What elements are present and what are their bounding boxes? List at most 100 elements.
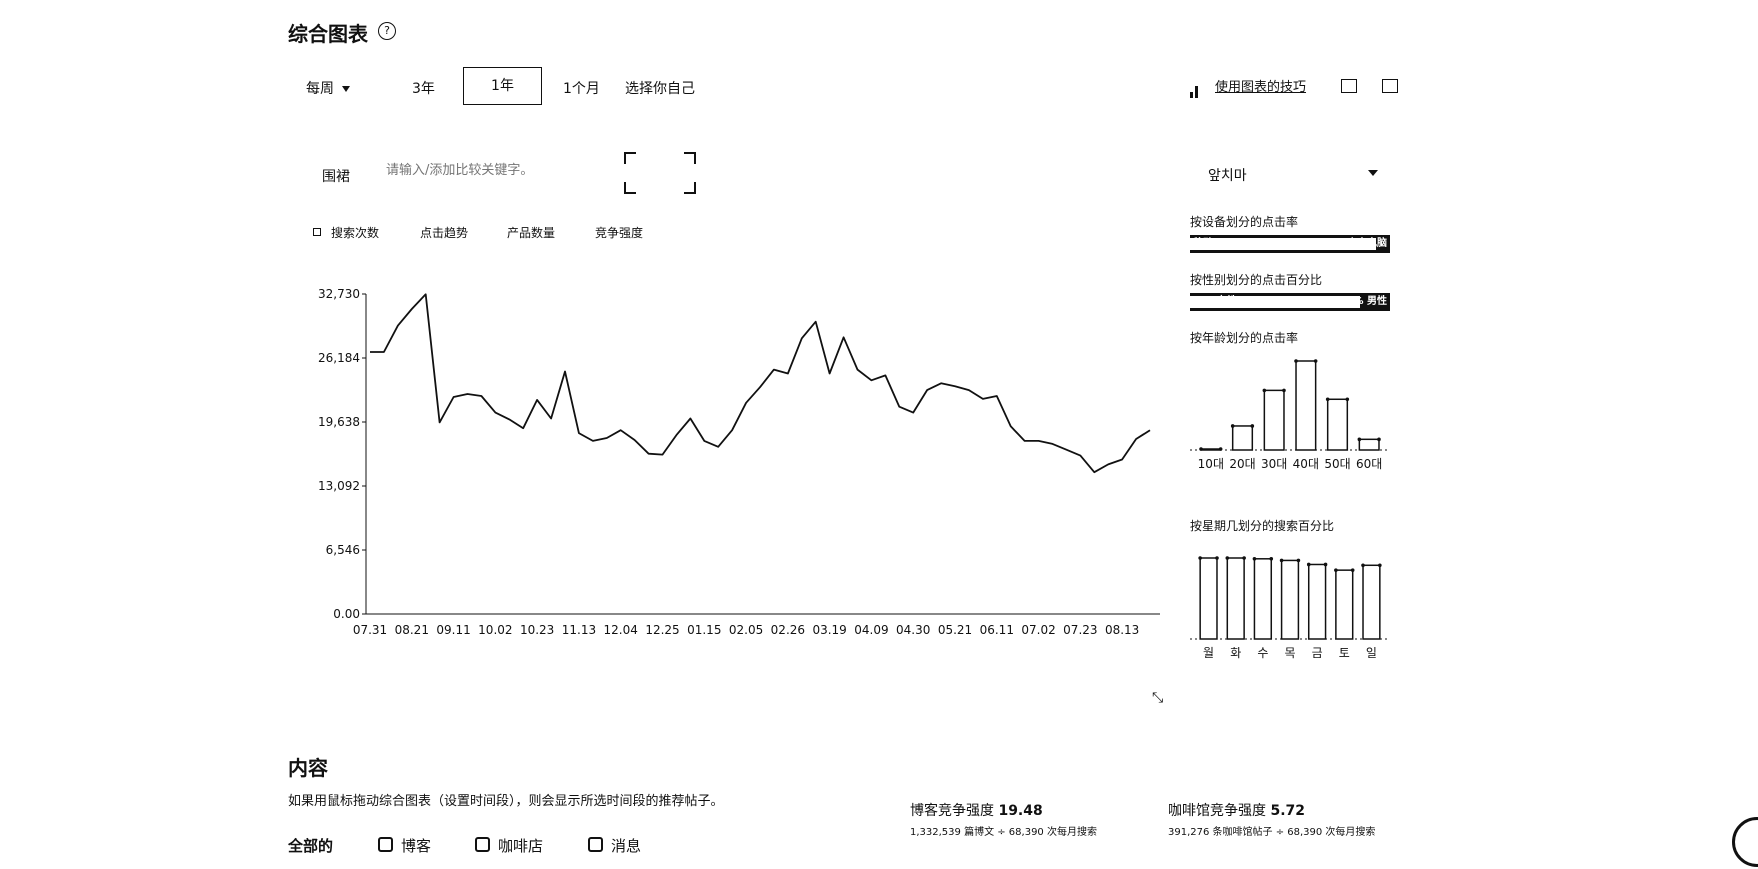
age-title: 按年龄划分的点击率 [1190,331,1299,345]
tab-blog[interactable]: 博客 [378,835,431,856]
bar [1326,398,1349,451]
interval-label: 每周 [306,81,334,97]
custom-period[interactable]: 选择你自己 [625,81,695,97]
bar-marker [1378,563,1382,568]
help-widget-icon[interactable] [1732,817,1758,867]
tab-cafe[interactable]: 咖啡店 [475,835,543,856]
tab-all[interactable]: 全部的 [288,837,334,855]
device-fill [1190,238,1376,250]
period-3y[interactable]: 3年 [412,81,435,97]
bar-marker [1350,568,1355,572]
legend-click-trend[interactable]: 点击趋势 [420,226,469,240]
expand-icon[interactable]: ⤡ [1152,690,1164,706]
x-tick-label: 12.04 [604,623,638,637]
x-tick-label: 02.05 [729,623,763,637]
bar-label: 일 [1366,646,1377,660]
keyword-select[interactable]: 앞치마 [1208,168,1247,184]
bar-marker [1334,568,1338,572]
x-tick-label: 04.30 [896,623,930,637]
bar-marker [1218,447,1223,451]
bar [1199,557,1218,640]
caret-down-icon [1368,170,1378,176]
y-tick-label: 26,184 [318,351,360,365]
blog-competition: 博客竞争强度 19.48 [910,800,1043,820]
gender-left-label: 85%女性 [1193,296,1237,307]
bar-marker [1269,557,1274,561]
content-desc: 如果用鼠标拖动综合图表（设置时间段），则会显示所选时间段的推荐帖子。 [288,794,724,809]
y-tick-label: 32,730 [318,287,360,301]
x-tick-label: 09.11 [436,623,470,637]
bar-marker [1325,397,1330,402]
legend-search-count[interactable]: 搜索次数 [331,226,380,240]
tab-cafe-label: 咖啡店 [498,837,544,855]
caret-down-icon [342,86,350,92]
x-tick-label: 06.11 [980,623,1014,637]
x-tick-label: 08.13 [1105,623,1139,637]
gender-title: 按性别划分的点击百分比 [1190,273,1323,287]
image-icon[interactable] [1341,79,1357,93]
bar-label: 60대 [1356,457,1382,471]
x-tick-label: 03.19 [812,623,846,637]
y-tick-label: 19,638 [318,415,360,429]
tab-blog-label: 博客 [401,837,432,855]
bar-label: 20대 [1229,457,1255,471]
bar [1307,563,1327,640]
bar [1226,557,1245,640]
bar-label: 수 [1257,646,1268,660]
news-icon [588,837,603,852]
legend-product-count[interactable]: 产品数量 [507,226,556,240]
bar-marker [1252,557,1257,561]
gender-bar: 85%女性 14% 男性 [1190,293,1390,311]
cafe-competition-value: 5.72 [1270,803,1305,819]
x-tick-label: 07.02 [1021,623,1055,637]
question-circle-icon[interactable]: ? [378,22,396,40]
x-tick-label: 05.21 [938,623,972,637]
compare-keyword-input[interactable] [384,162,558,179]
bar-label: 30대 [1261,457,1287,471]
bar-marker [1242,556,1246,560]
bar-marker [1296,558,1301,563]
chart-tips-link[interactable]: 使用图表的技巧 [1215,80,1307,95]
export-icon[interactable] [1382,79,1398,93]
x-tick-label: 02.26 [771,623,805,637]
tab-news[interactable]: 消息 [588,835,641,856]
bar [1231,425,1254,451]
bar-marker [1250,424,1255,428]
legend-competition[interactable]: 竞争强度 [595,226,644,240]
bar-marker [1262,388,1267,393]
bar-marker [1199,447,1203,451]
bar-marker [1230,424,1235,428]
content-title: 内容 [288,756,328,780]
bar-marker [1361,563,1365,568]
bar [1200,448,1222,451]
bar-marker [1345,397,1350,402]
bar [1358,438,1380,451]
age-chart: 10대 20대 30대 40대 50대 60대 [1190,359,1390,471]
cafe-icon [475,837,490,852]
blog-icon [378,837,393,852]
bar [1263,389,1285,451]
page-title: 综合图表 [288,22,368,46]
bar [1362,564,1381,640]
y-tick-label: 13,092 [318,479,360,493]
bar-label: 목 [1284,646,1295,660]
bar-marker [1215,556,1219,560]
device-bar: 移动 93% 6% 个人电脑 [1190,235,1390,253]
bar [1335,569,1354,640]
blog-competition-value: 19.48 [998,803,1043,819]
search-trend-chart[interactable]: 32,730 26,184 19,638 13,092 6,546 0.00 07.31 08… [310,280,1160,640]
period-1y[interactable]: 1年 [463,67,542,105]
series-line-search-count[interactable] [370,293,1151,474]
add-keyword-button[interactable] [624,152,696,194]
blog-competition-sub: 1,332,539 篇博文 ÷ 68,390 次每月搜索 [910,827,1097,838]
bar-marker [1306,562,1311,567]
period-1m[interactable]: 1个月 [563,81,600,97]
cafe-competition: 咖啡馆竞争强度 5.72 [1168,800,1305,820]
bar-marker [1377,437,1381,442]
device-right-label: 6% 个人电脑 [1326,238,1387,249]
interval-dropdown[interactable]: 每周 [306,78,350,98]
bar-label: 월 [1203,646,1214,660]
bar-marker [1357,437,1362,442]
bar-marker [1279,558,1284,563]
